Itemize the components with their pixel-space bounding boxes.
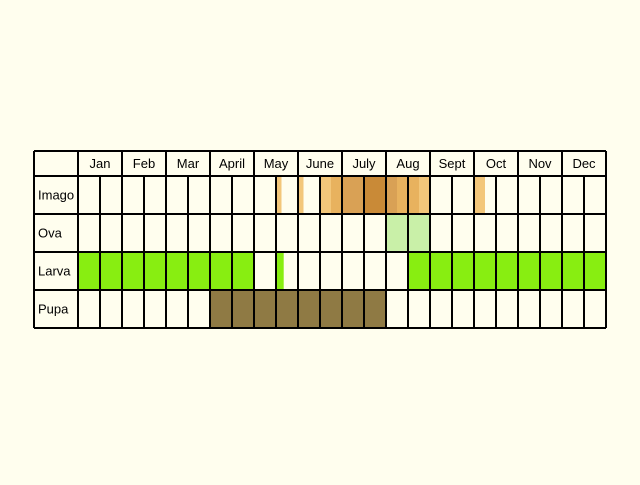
month-label-mar: Mar	[177, 156, 200, 171]
month-label-june: June	[306, 156, 334, 171]
month-label-aug: Aug	[396, 156, 419, 171]
imago-span-4	[331, 176, 342, 214]
month-label-oct: Oct	[486, 156, 507, 171]
table-grid	[33, 150, 607, 329]
stage-label-pupa: Pupa	[38, 302, 69, 317]
stage-label-larva: Larva	[38, 264, 71, 279]
larva-span-2	[276, 252, 284, 290]
imago-span-9	[419, 176, 430, 214]
month-label-dec: Dec	[572, 156, 596, 171]
imago-span-3	[320, 176, 331, 214]
month-label-april: April	[219, 156, 245, 171]
larva-span-3	[408, 252, 606, 290]
month-label-may: May	[264, 156, 289, 171]
imago-span-10	[474, 176, 485, 214]
imago-span-7	[386, 176, 397, 214]
imago-span-2	[298, 176, 304, 214]
month-label-july: July	[352, 156, 376, 171]
imago-span-1	[276, 176, 282, 214]
stage-label-ova: Ova	[38, 226, 63, 241]
imago-span-5	[342, 176, 364, 214]
month-label-sept: Sept	[439, 156, 466, 171]
month-label-nov: Nov	[528, 156, 552, 171]
stage-label-imago: Imago	[38, 188, 74, 203]
month-label-jan: Jan	[90, 156, 111, 171]
month-label-feb: Feb	[133, 156, 155, 171]
imago-span-6	[364, 176, 386, 214]
table-labels: Jan Feb Mar April May June July Aug Sept Oct Nov De…	[38, 156, 596, 317]
